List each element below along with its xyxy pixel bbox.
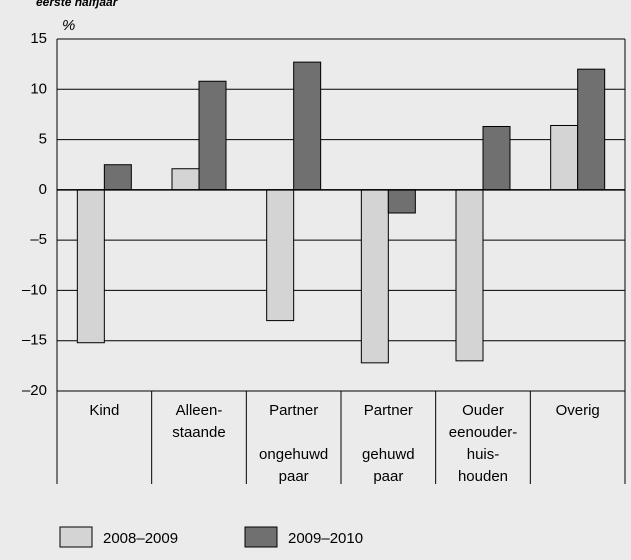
bar: [266, 189, 295, 322]
y-tick-label: 10: [30, 80, 47, 97]
y-tick-label: 5: [39, 131, 47, 148]
x-tick-label: Ouder: [462, 402, 504, 419]
bar: [293, 61, 322, 191]
legend-label: 2008–2009: [103, 530, 178, 547]
x-tick-label: eenouder-: [449, 424, 517, 441]
x-tick-label: Alleen-: [176, 402, 223, 419]
bar: [76, 189, 105, 344]
x-tick-label: houden: [458, 468, 508, 485]
bar: [171, 168, 200, 191]
bar: [482, 125, 511, 191]
x-tick-label: huis-: [467, 446, 500, 463]
x-tick-label: paar: [279, 468, 309, 485]
bar: [577, 68, 606, 191]
bar: [550, 124, 579, 191]
legend-label: 2009–2010: [288, 530, 363, 547]
chart-title: eerste halfjaar: [36, 0, 119, 9]
bar: [455, 189, 484, 362]
y-axis-label: %: [62, 17, 75, 34]
y-tick-label: –5: [30, 231, 47, 248]
y-tick-label: 15: [30, 30, 47, 47]
x-tick-label: ongehuwd: [259, 446, 328, 463]
y-tick-label: –20: [22, 382, 47, 399]
x-tick-label: Kind: [89, 402, 119, 419]
x-tick-label: Overig: [556, 402, 600, 419]
x-tick-label: Partner: [364, 402, 413, 419]
y-tick-label: –10: [22, 281, 47, 298]
x-tick-label: staande: [172, 424, 225, 441]
x-tick-label: gehuwd: [362, 446, 415, 463]
y-tick-label: –15: [22, 332, 47, 349]
legend-swatch: [59, 526, 93, 548]
x-tick-label: Partner: [269, 402, 318, 419]
x-tick-label: paar: [373, 468, 403, 485]
bar: [103, 164, 132, 191]
bar: [387, 189, 416, 214]
bar: [198, 80, 227, 191]
y-tick-label: 0: [39, 181, 47, 198]
bar: [360, 189, 389, 364]
legend-swatch: [244, 526, 278, 548]
